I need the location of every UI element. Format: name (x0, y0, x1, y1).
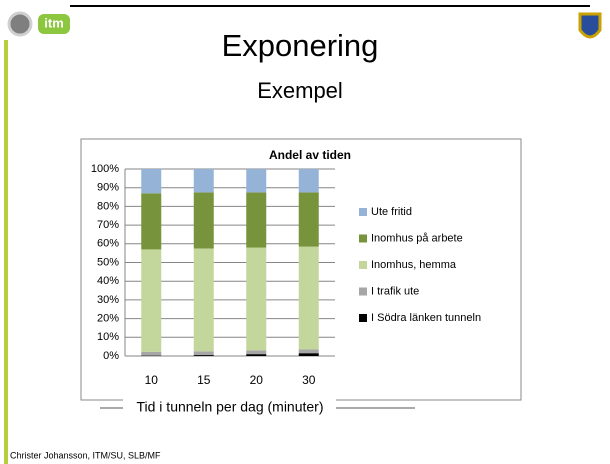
y-tick-label: 10% (97, 331, 119, 343)
y-tick-label: 40% (97, 275, 119, 287)
crest (578, 12, 602, 39)
legend-swatch (359, 261, 367, 269)
legend-label: Ute fritid (371, 206, 412, 218)
y-tick-label: 90% (97, 182, 119, 194)
bar-segment (298, 169, 319, 193)
y-tick-label: 30% (97, 294, 119, 306)
legend-label: Inomhus, hemma (371, 259, 457, 271)
axis-title-bg (123, 399, 336, 417)
bar-segment (193, 355, 214, 356)
x-tick-label: 20 (250, 373, 264, 387)
slide-subtitle: Exempel (257, 78, 343, 103)
x-axis-title: Tid i tunneln per dag (minuter) (136, 399, 323, 415)
bar-segment (141, 351, 162, 356)
chart-title: Andel av tiden (269, 148, 351, 162)
x-tick-label: 30 (302, 373, 316, 387)
y-tick-label: 20% (97, 313, 119, 325)
left-stripe (4, 40, 8, 464)
legend-swatch (359, 287, 367, 296)
legend-swatch (359, 314, 367, 322)
bar-segment (246, 169, 267, 193)
legend-label: I trafik ute (371, 285, 419, 297)
bar-segment (141, 249, 162, 352)
legend-swatch (359, 208, 367, 216)
bar-segment (246, 354, 267, 356)
bar-segment (193, 169, 214, 193)
bar-segment (298, 353, 319, 356)
bar-segment (298, 246, 319, 350)
footer: Christer Johansson, ITM/SU, SLB/MF (10, 450, 161, 460)
y-tick-label: 70% (97, 219, 119, 231)
bar-segment (298, 349, 319, 354)
bar-segment (193, 248, 214, 352)
bar-segment (246, 350, 267, 355)
slide-title: Exponering (222, 28, 379, 63)
logo-text: itm (44, 15, 64, 30)
x-tick-label: 10 (145, 373, 159, 387)
bar-segment (246, 247, 267, 351)
bar-segment (246, 192, 267, 248)
bar-segment (141, 193, 162, 250)
legend-label: I Södra länken tunneln (371, 312, 481, 324)
y-tick-label: 80% (97, 200, 119, 212)
y-tick-label: 100% (91, 163, 119, 175)
y-tick-label: 60% (97, 238, 119, 250)
logo-badge (38, 14, 70, 34)
y-tick-label: 0% (103, 350, 119, 362)
bar-segment (193, 351, 214, 356)
bar-segment (193, 192, 214, 249)
bar-segment (298, 192, 319, 247)
x-tick-label: 15 (197, 373, 211, 387)
logo-icon (7, 11, 33, 37)
legend-label: Inomhus på arbete (371, 232, 463, 244)
legend-swatch (359, 234, 367, 243)
bar-segment (141, 169, 162, 194)
y-tick-label: 50% (97, 256, 119, 268)
